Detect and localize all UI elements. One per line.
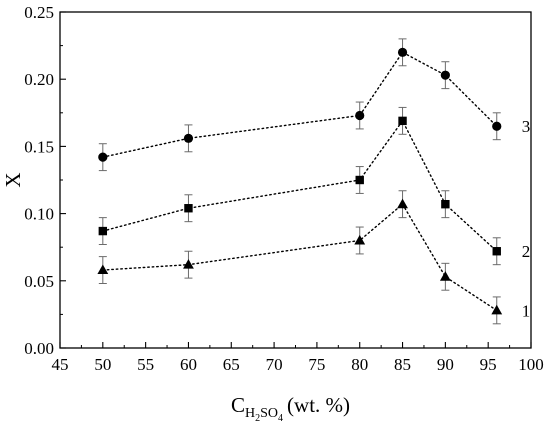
series-2: 2 (98, 106, 531, 266)
data-point-triangle (491, 304, 503, 315)
x-axis-ticks: 45 50 55 60 65 70 75 80 85 90 95 100 (52, 342, 544, 374)
y-axis-title: X (1, 172, 25, 187)
data-point-triangle (183, 259, 194, 269)
data-point-circle (440, 70, 450, 80)
x-axis-title: CH2SO4 (wt. %) (231, 393, 350, 424)
data-point-circle (492, 121, 502, 131)
x-tick-label: 90 (437, 355, 454, 374)
x-tick-label: 95 (480, 355, 497, 374)
x-axis-title-sub-so: SO (260, 406, 278, 421)
data-point-circle (183, 133, 194, 143)
y-tick-label: 0.00 (24, 339, 54, 358)
data-point-circle (397, 47, 408, 57)
x-axis-title-sub-h: H (245, 406, 255, 421)
series-label: 2 (522, 242, 531, 261)
series-3: 3 (98, 38, 531, 172)
data-point-triangle (439, 271, 451, 281)
x-axis-title-unit: (wt. %) (287, 393, 350, 417)
data-point-triangle (354, 234, 366, 245)
x-axis-title-sub-4: 4 (278, 413, 283, 424)
x-tick-label: 75 (308, 355, 325, 374)
data-point-circle (98, 152, 108, 162)
x-tick-label: 60 (180, 355, 197, 374)
x-tick-label: 50 (94, 355, 111, 374)
series-line (102, 119, 498, 252)
plot-frame (59, 11, 532, 349)
x-axis-title-sub-2: 2 (255, 413, 260, 424)
data-point-square (184, 204, 193, 213)
series-1: 1 (97, 190, 531, 325)
data-point-square (441, 199, 450, 209)
data-point-triangle (97, 264, 109, 275)
x-tick-label: 100 (518, 355, 544, 374)
data-point-square (98, 226, 108, 236)
data-point-square (398, 116, 407, 126)
series-label: 3 (522, 117, 531, 136)
x-tick-label: 70 (266, 355, 283, 374)
series-layer: 1 2 3 (97, 38, 531, 325)
x-axis-title-base: C (231, 393, 245, 417)
y-tick-label: 0.25 (24, 3, 54, 22)
series-label: 1 (522, 301, 531, 320)
data-point-triangle (397, 198, 408, 209)
series-line (102, 51, 498, 158)
data-point-square (355, 175, 364, 185)
y-axis-ticks: 0.00 0.05 0.10 0.15 0.20 0.25 (24, 3, 66, 358)
data-point-square (492, 247, 501, 256)
data-point-circle (355, 110, 365, 121)
x-tick-label: 55 (137, 355, 154, 374)
y-tick-label: 0.15 (24, 137, 54, 156)
y-tick-label: 0.10 (24, 205, 54, 224)
y-tick-label: 0.05 (24, 272, 54, 291)
x-tick-label: 85 (394, 355, 411, 374)
x-tick-label: 45 (52, 355, 69, 374)
x-tick-label: 80 (351, 355, 368, 374)
y-tick-label: 0.20 (24, 70, 54, 89)
x-tick-label: 65 (223, 355, 240, 374)
series-line (102, 203, 498, 312)
